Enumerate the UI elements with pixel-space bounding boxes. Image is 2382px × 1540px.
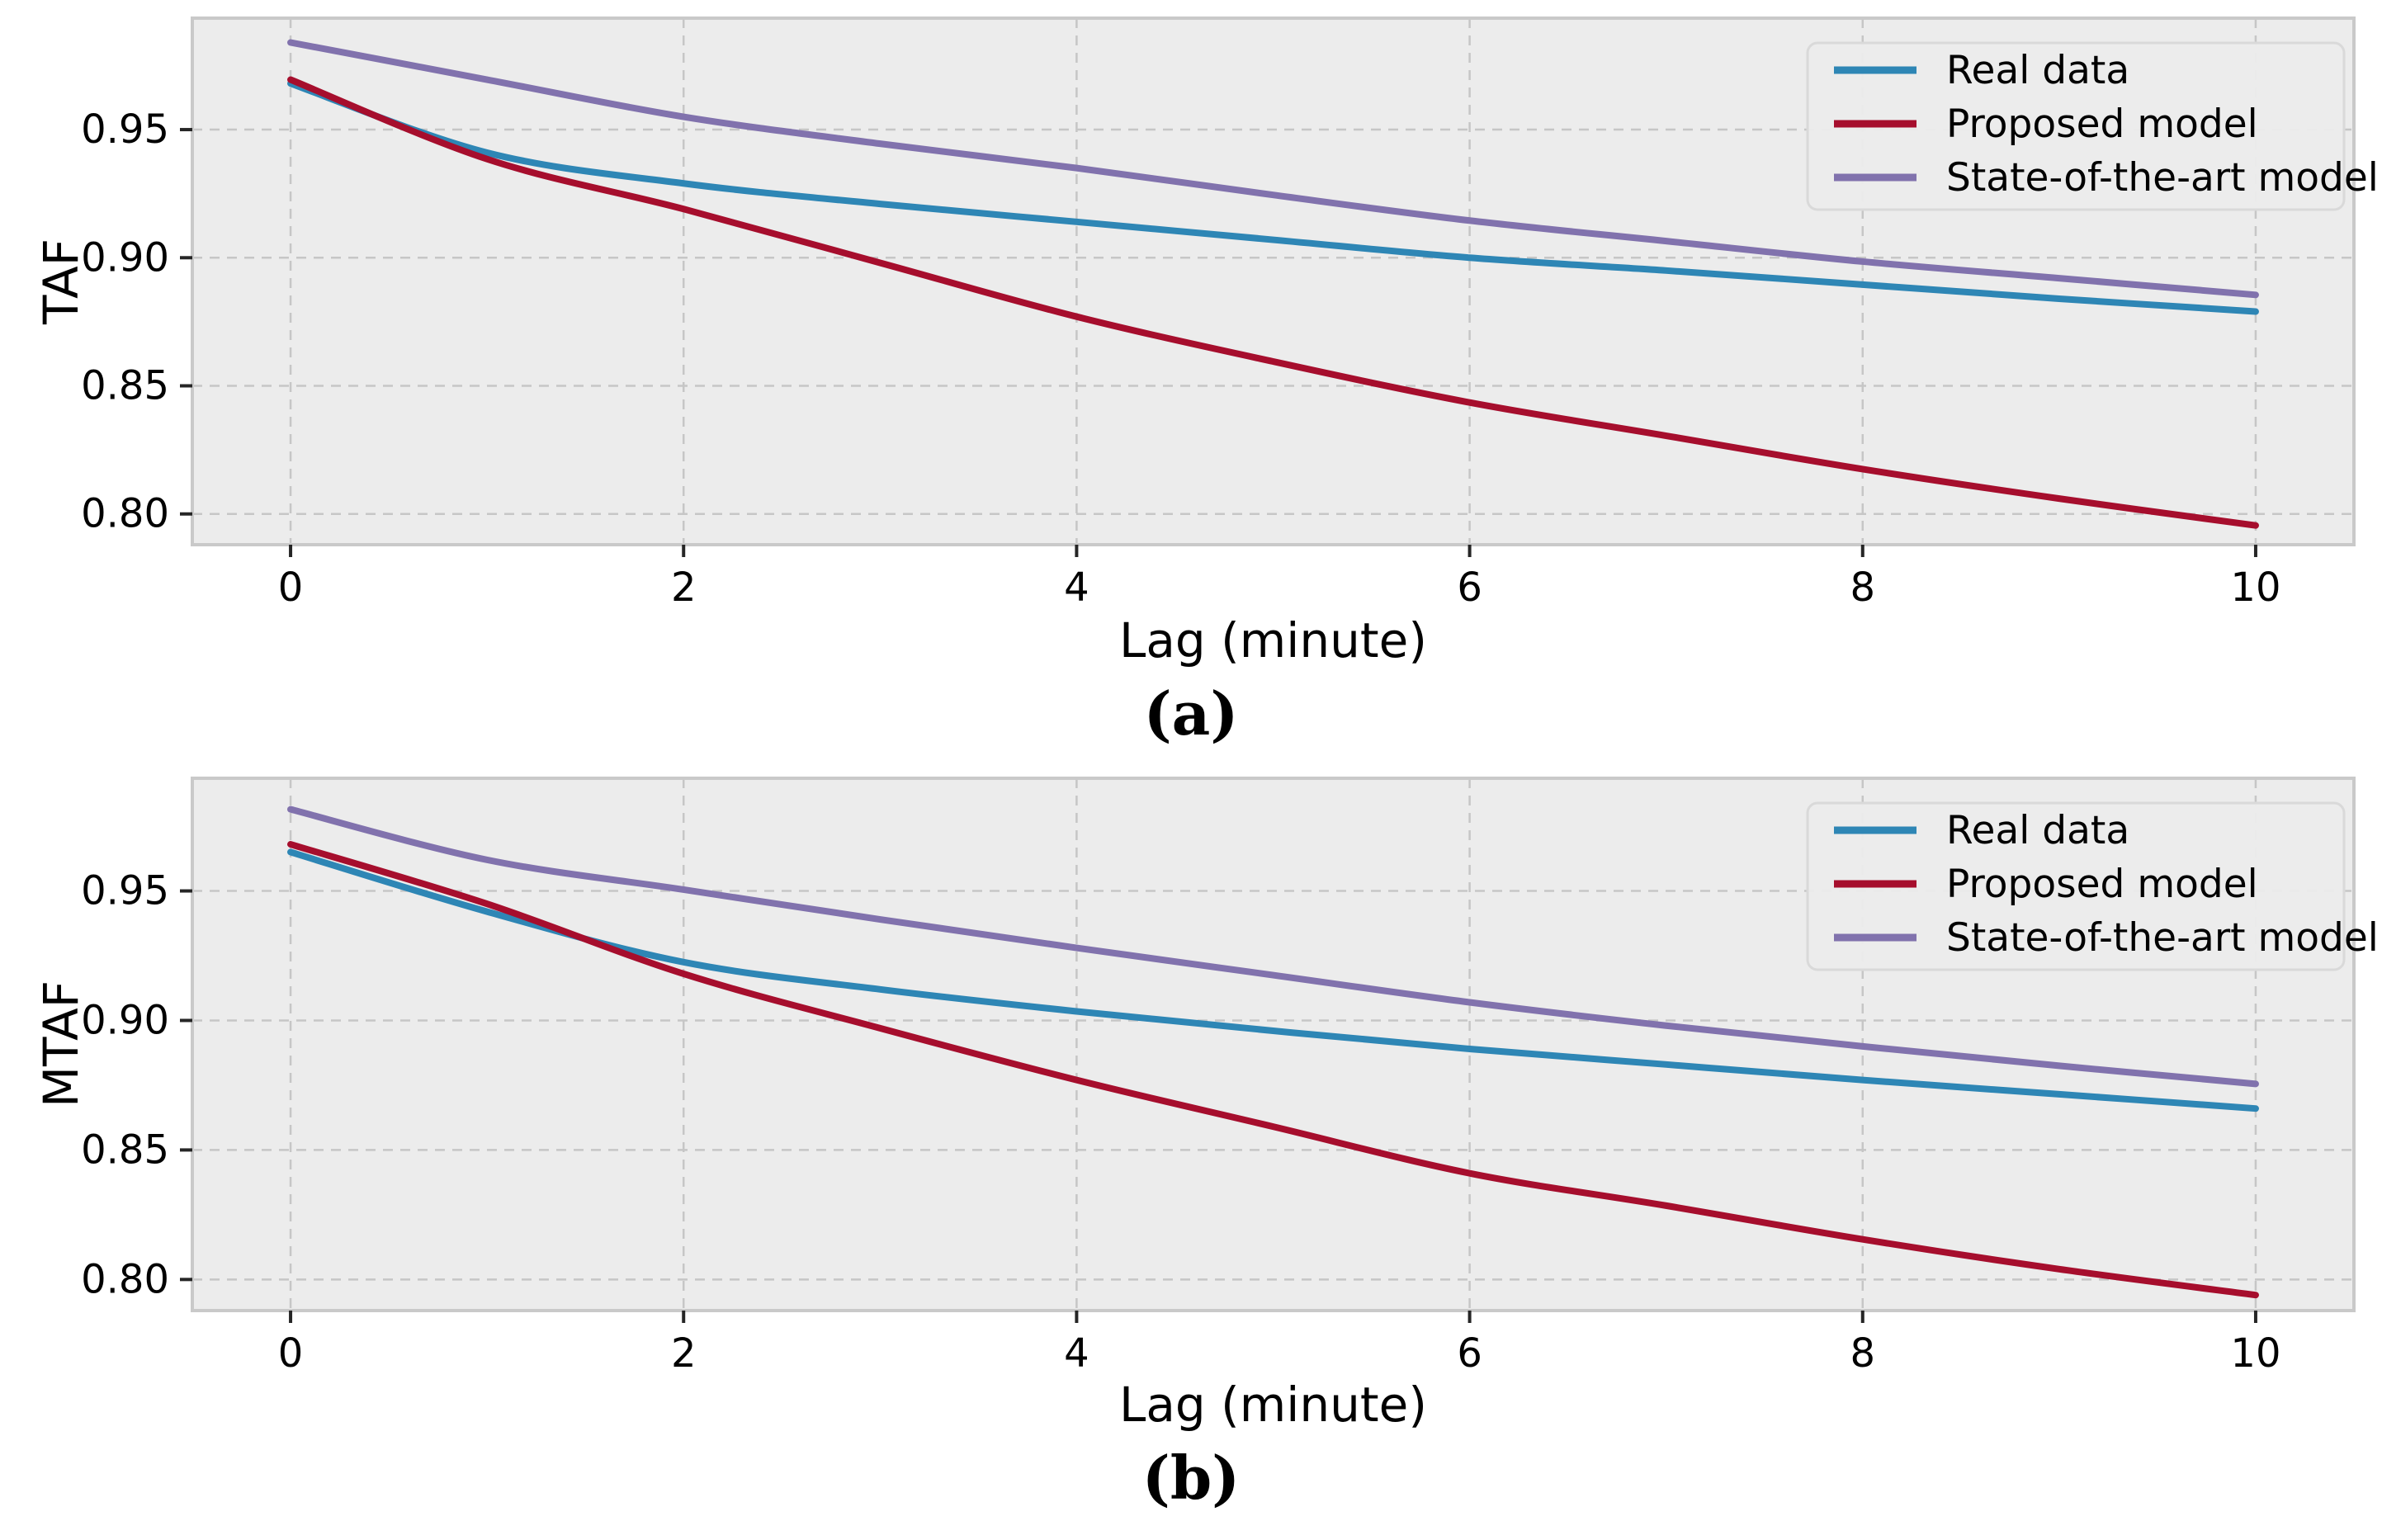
legend-b: Real data Proposed model State-of-the-art … — [1806, 801, 2379, 971]
y-tick-label: 0.95 — [81, 868, 169, 914]
legend-label: State-of-the-art model — [1946, 155, 2379, 201]
legend-a: Real data Proposed model State-of-the-art … — [1806, 41, 2379, 211]
x-tick-label: 6 — [1457, 565, 1482, 611]
x-tick-label: 10 — [2230, 565, 2280, 611]
legend-box — [1806, 41, 2346, 211]
y-tick-label: 0.85 — [81, 1127, 169, 1173]
series-line-sota-model — [287, 805, 2259, 1088]
subfigure-caption-b: (b) — [1141, 1443, 1241, 1513]
y-tick-label: 0.90 — [81, 997, 169, 1043]
legend-label: Proposed model — [1946, 862, 2258, 907]
x-tick-label: 4 — [1064, 565, 1089, 611]
y-tick-label: 0.95 — [81, 106, 169, 153]
axes-border-b — [191, 777, 2356, 1312]
x-axis-label-a: Lag (minute) — [1119, 612, 1427, 668]
x-tick-label: 8 — [1850, 1330, 1875, 1377]
series-line-sota-model — [287, 39, 2259, 299]
x-tick-label: 6 — [1457, 1330, 1482, 1377]
series-line-real-data — [287, 848, 2259, 1112]
x-tick-label: 0 — [278, 1330, 304, 1377]
y-axis-label-mtaf: MTAF — [33, 980, 89, 1108]
chart-b-plot: 0 2 4 6 8 10 0.95 0.90 0.85 0.80 Real data Proposed… — [81, 777, 2379, 1377]
legend-label: Real data — [1946, 808, 2129, 853]
chart-a-plot: 0 2 4 6 8 10 0.95 0.90 0.85 0.80 Real data Proposed… — [81, 17, 2379, 611]
x-tick-label: 8 — [1850, 565, 1875, 611]
legend-label: Real data — [1946, 48, 2129, 93]
series-line-real-data — [287, 80, 2259, 315]
x-axis-label-b: Lag (minute) — [1119, 1377, 1427, 1433]
y-tick-label: 0.85 — [81, 363, 169, 409]
x-tick-label: 0 — [278, 565, 304, 611]
subfigure-caption-a: (a) — [1143, 678, 1239, 749]
series-line-proposed-model — [287, 841, 2259, 1299]
y-tick-label: 0.90 — [81, 234, 169, 281]
x-tick-label: 2 — [671, 565, 697, 611]
legend-label: State-of-the-art model — [1946, 915, 2379, 961]
x-tick-label: 10 — [2230, 1330, 2280, 1377]
legend-label: Proposed model — [1946, 102, 2258, 147]
series-line-proposed-model — [287, 76, 2259, 529]
legend-box — [1806, 801, 2346, 971]
y-tick-label: 0.80 — [81, 491, 169, 537]
y-axis-label-taf: TAF — [33, 239, 89, 324]
x-tick-label: 2 — [671, 1330, 697, 1377]
x-tick-label: 4 — [1064, 1330, 1089, 1377]
y-tick-label: 0.80 — [81, 1256, 169, 1302]
axes-border-a — [191, 17, 2356, 546]
